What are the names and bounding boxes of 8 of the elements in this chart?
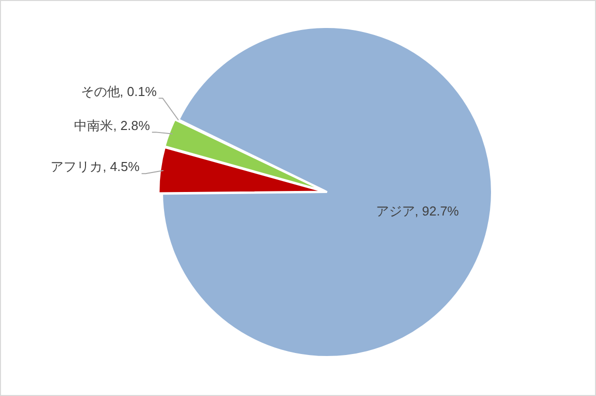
data-label: , 2.8% (113, 118, 150, 133)
slice-label: その他 (80, 84, 120, 99)
slice-label: 中南米 (74, 118, 114, 133)
data-label: , 0.1% (120, 84, 158, 99)
slice-label: アフリカ (50, 159, 103, 174)
slice-label: アジア (376, 204, 415, 219)
data-label: , 92.7% (414, 204, 460, 219)
data-label: , 4.5% (102, 159, 140, 174)
